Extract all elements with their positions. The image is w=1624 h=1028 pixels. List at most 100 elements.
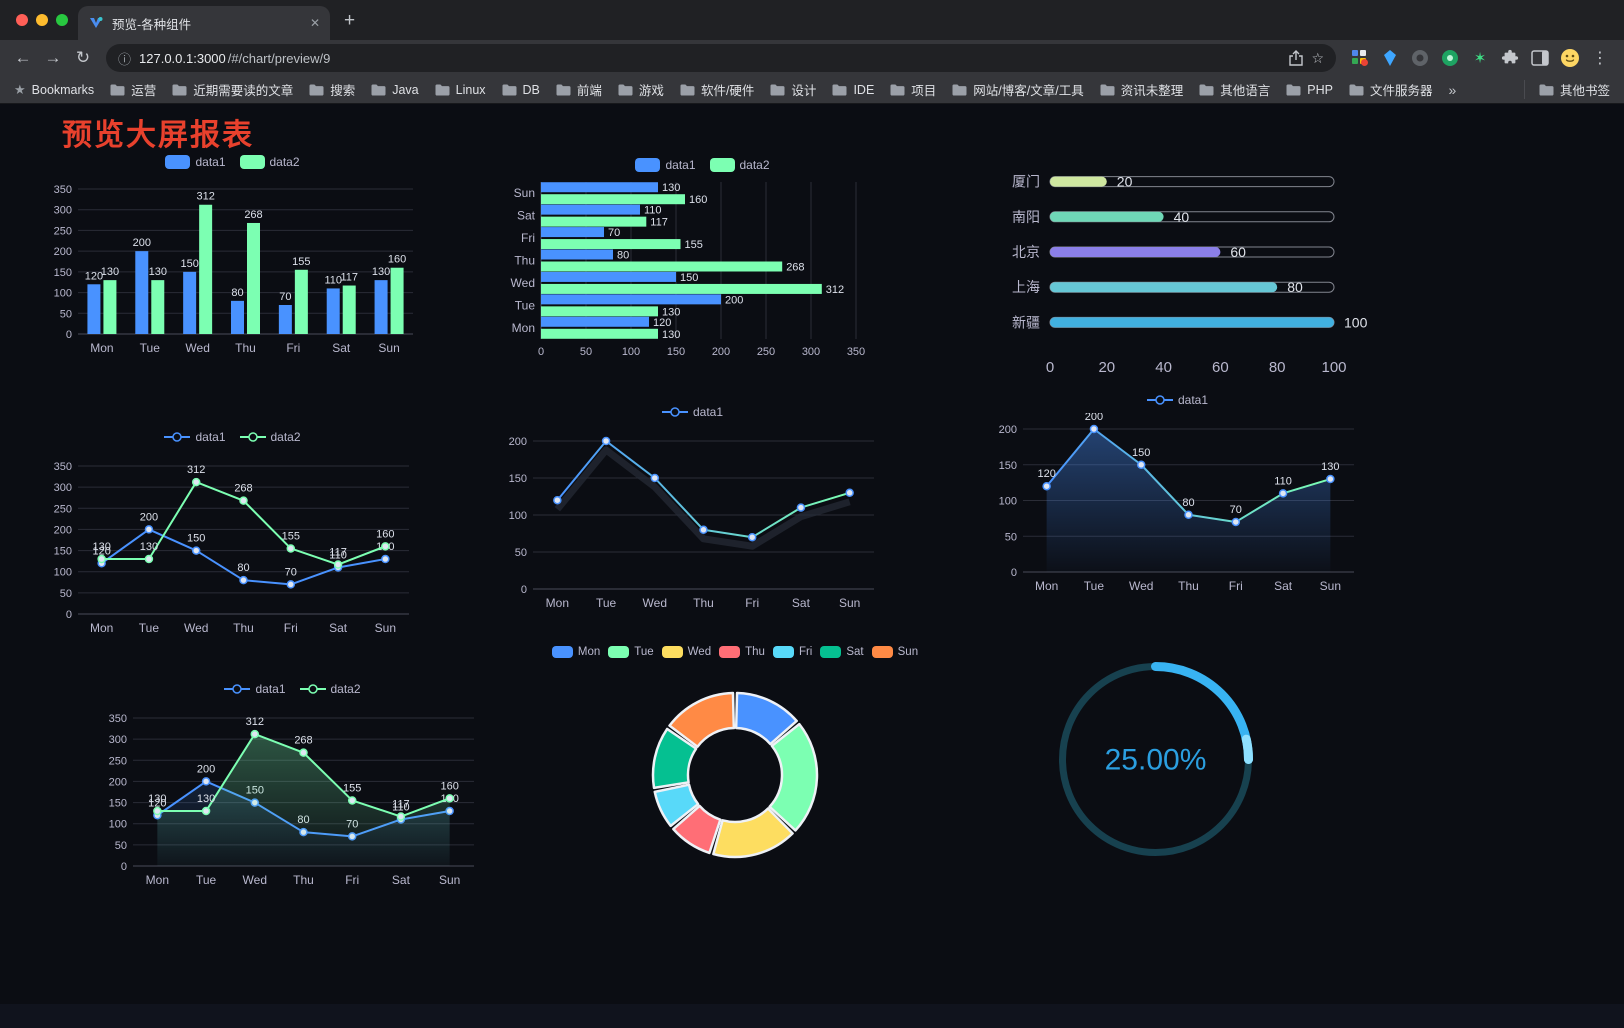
zoom-window-button[interactable]	[56, 14, 68, 26]
svg-text:0: 0	[66, 329, 72, 341]
menu-kebab-icon[interactable]: ⋮	[1592, 50, 1608, 67]
svg-text:268: 268	[244, 209, 262, 221]
legend-item[interactable]: data1	[165, 155, 226, 169]
svg-text:110: 110	[644, 205, 662, 217]
profile-avatar[interactable]	[1560, 48, 1580, 68]
grouped-bar-chart[interactable]: data1 data2 0 50 100 150 200 250 300 350 Mon Tue Wed…	[40, 149, 425, 364]
donut-pie-chart[interactable]: Mon Tue Wed Thu Fri Sat Sun	[515, 639, 955, 959]
bookmark-label: 运营	[131, 84, 157, 98]
bookmark-folder[interactable]: 运营	[110, 80, 156, 99]
tab-close-icon[interactable]: ✕	[309, 16, 320, 30]
bookmark-folder[interactable]: IDE	[832, 83, 874, 97]
bookmark-folder[interactable]: Java	[371, 83, 419, 97]
legend-item[interactable]: Sun	[871, 646, 918, 658]
chart-legend: data1 data2	[505, 152, 900, 178]
site-info-icon[interactable]: ⓘ	[118, 51, 132, 67]
legend-label: data1	[692, 405, 724, 419]
chart-canvas[interactable]: 0 50 100 150 200 Mon Tue Wed Thu Fri Sat Sun	[495, 425, 890, 619]
extensions-cluster: ✶ ⋮	[1346, 48, 1614, 68]
gradient-area-line-chart[interactable]: data1 0 50 100 150 200 Mon Tue Wed Thu Fri Sat Sun 12…	[985, 387, 1370, 602]
legend-item[interactable]: data1	[661, 405, 724, 419]
svg-text:300: 300	[802, 346, 820, 358]
chart-canvas[interactable]: 0 50 100 150 200 Mon Tue Wed Thu Fri Sat Sun 120 200 1…	[985, 413, 1370, 602]
reload-button[interactable]: ↻	[75, 48, 91, 67]
bookmark-folder[interactable]: 游戏	[618, 80, 664, 99]
legend-swatch	[239, 155, 265, 169]
svg-text:130: 130	[149, 266, 167, 278]
bookmark-folder[interactable]: 前端	[556, 80, 602, 99]
svg-text:Thu: Thu	[235, 341, 256, 355]
svg-text:Fri: Fri	[286, 341, 300, 355]
bookmark-folder[interactable]: 搜索	[309, 80, 355, 99]
svg-text:80: 80	[1269, 359, 1286, 376]
browser-tab[interactable]: 预览-各种组件 ✕	[78, 6, 330, 40]
chart-canvas[interactable]: 25.00%	[1038, 642, 1273, 877]
chart-canvas[interactable]: 0 50 100 150 200 250 300 350 Mon Tue Wed Thu Fri Sat S…	[40, 450, 425, 644]
svg-text:110: 110	[329, 549, 347, 561]
extension-icon-green-star[interactable]: ✶	[1473, 50, 1487, 67]
page-title: 预览大屏报表	[62, 119, 254, 152]
chart-canvas[interactable]: 0 50 100 150 200 250 300 350 Mon Tue Wed Thu Fri Sat S…	[40, 175, 425, 364]
side-panel-icon[interactable]	[1530, 48, 1550, 68]
bookmark-folder[interactable]: 近期需要读的文章	[172, 80, 293, 99]
svg-text:268: 268	[234, 483, 252, 495]
bookmark-folder[interactable]: PHP	[1286, 83, 1333, 97]
gradient-line-chart[interactable]: data1 0 50 100 150 200 Mon Tue Wed Thu Fri Sat Sun	[495, 399, 890, 619]
extension-icon-blue-pin[interactable]	[1380, 48, 1400, 68]
legend-item[interactable]: Sat	[820, 646, 864, 658]
legend-item[interactable]: Mon	[551, 646, 600, 658]
bookmark-folder[interactable]: 项目	[890, 80, 936, 99]
horizontal-bar-chart[interactable]: data1 data2 0 50 100 150 200 250 300 350 Sun 130 160…	[505, 152, 900, 367]
legend-item[interactable]: data2	[239, 155, 300, 169]
bookmark-folder[interactable]: 网站/博客/文章/工具	[952, 80, 1084, 99]
close-window-button[interactable]	[16, 14, 28, 26]
bookmark-label: 前端	[576, 84, 602, 98]
legend-item[interactable]: Fri	[772, 646, 812, 658]
chart-canvas[interactable]: 0 50 100 150 200 250 300 350 Mon Tue Wed Thu Fri Sat S…	[95, 702, 490, 896]
bookmark-folder[interactable]: 文件服务器	[1349, 80, 1432, 99]
tab-favicon	[88, 15, 104, 31]
svg-text:0: 0	[521, 584, 527, 596]
bookmark-star-icon[interactable]: ☆	[1311, 49, 1324, 66]
chart-canvas[interactable]: 厦门 20 南阳 40 北京 60 上海 80 新疆 100 0 20 40 60 80 100	[1000, 162, 1368, 382]
address-bar[interactable]: ⓘ 127.0.0.1:3000 /#/chart/preview/9 ☆	[106, 44, 1336, 72]
legend-item[interactable]: data1	[1146, 393, 1208, 407]
bookmarks-manager-item[interactable]: ★ Bookmarks	[14, 82, 94, 98]
legend-item[interactable]: data1	[635, 158, 696, 172]
two-series-line-chart[interactable]: data1 data2 0 50 100 150 200 250 300 350 Mon Tue Wed…	[40, 424, 425, 644]
two-series-area-line-chart[interactable]: data1 data2 0 50 100 150 200 250 300 350 Mon Tue Wed…	[95, 676, 490, 896]
legend-item[interactable]: Thu	[719, 646, 765, 658]
legend-item[interactable]: data2	[299, 682, 361, 696]
legend-item[interactable]: data1	[224, 682, 286, 696]
bookmark-folder[interactable]: 软件/硬件	[680, 80, 754, 99]
extensions-puzzle-icon[interactable]	[1500, 48, 1520, 68]
bookmarks-overflow-chevron[interactable]: »	[1448, 81, 1457, 98]
legend-item[interactable]: data2	[239, 430, 301, 444]
share-icon[interactable]	[1289, 50, 1304, 66]
minimize-window-button[interactable]	[36, 14, 48, 26]
svg-text:Sat: Sat	[792, 596, 811, 610]
bookmark-folder[interactable]: Linux	[435, 83, 486, 97]
legend-label: data1	[195, 430, 226, 444]
other-bookmarks[interactable]: 其他书签	[1523, 80, 1610, 99]
legend-item[interactable]: Wed	[661, 646, 711, 658]
extension-icon-green-circle[interactable]	[1440, 48, 1460, 68]
forward-button[interactable]: →	[44, 48, 62, 67]
bookmark-folder[interactable]: 资讯未整理	[1100, 80, 1183, 99]
legend-item[interactable]: data1	[164, 430, 226, 444]
extension-icon-grid[interactable]	[1350, 48, 1370, 68]
city-progress-bar-chart[interactable]: 厦门 20 南阳 40 北京 60 上海 80 新疆 100 0 20 40 60 80 100	[1000, 162, 1368, 382]
back-button[interactable]: ←	[14, 48, 32, 67]
new-tab-button[interactable]: +	[344, 10, 356, 31]
legend-item[interactable]: Tue	[608, 646, 654, 658]
extension-icon-dark-circle[interactable]	[1410, 48, 1430, 68]
bookmark-folder[interactable]: DB	[502, 83, 540, 97]
bookmark-folder[interactable]: 设计	[770, 80, 816, 99]
legend-item[interactable]: data2	[709, 158, 770, 172]
percentage-gauge-chart[interactable]: 25.00%	[1038, 642, 1273, 877]
chart-canvas[interactable]	[515, 665, 955, 959]
bookmark-folder[interactable]: 其他语言	[1199, 80, 1270, 99]
svg-text:Sun: Sun	[378, 341, 399, 355]
svg-text:25.00%: 25.00%	[1105, 744, 1207, 777]
